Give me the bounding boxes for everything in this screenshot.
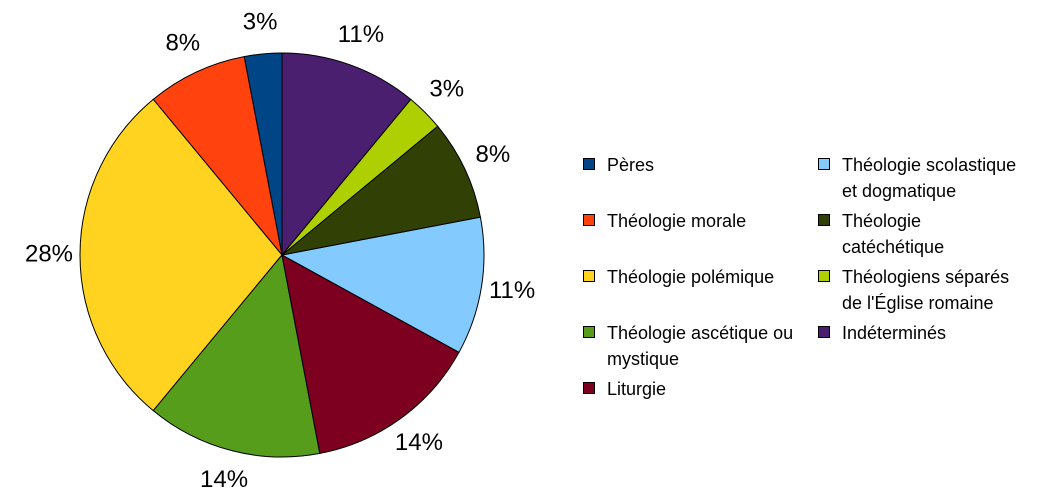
- legend-swatch: [818, 326, 830, 338]
- slice-label: 3%: [429, 76, 464, 103]
- legend-label: Liturgie: [607, 379, 667, 399]
- pie-slice: [281, 125, 482, 256]
- legend: Pères Théologie morale Théologie polémique…: [583, 152, 1028, 402]
- legend-label: Théologie morale: [607, 211, 747, 231]
- legend-swatch: [583, 382, 595, 394]
- pie-slice: [280, 216, 485, 353]
- legend-label: Théologie scolastique et dogmatique: [842, 155, 1017, 201]
- legend-label: Théologie polémique: [607, 267, 775, 287]
- pie-slice: [152, 253, 321, 458]
- legend-label: Théologiens séparés de l'Église romaine: [842, 267, 1010, 313]
- pie-slice: [79, 98, 283, 412]
- slice-label: 28%: [25, 240, 73, 267]
- legend-item: Pères: [583, 152, 818, 204]
- slice-label: 14%: [395, 429, 443, 456]
- slice-label: 8%: [165, 30, 200, 57]
- legend-swatch: [583, 326, 595, 338]
- legend-item: Théologie scolastique et dogmatique: [818, 152, 1028, 204]
- legend-item: Indéterminés: [818, 320, 1028, 372]
- legend-swatch: [818, 214, 830, 226]
- slice-label: 14%: [200, 466, 248, 488]
- legend-item: Théologie polémique: [583, 264, 818, 316]
- legend-swatch: [583, 214, 595, 226]
- legend-swatch: [818, 158, 830, 170]
- legend-item: Théologie morale: [583, 208, 818, 260]
- legend-label: Théologie ascétique ou mystique: [607, 323, 794, 369]
- legend-swatch: [818, 270, 830, 282]
- legend-item: Théologie catéchétique: [818, 208, 1028, 260]
- legend-swatch: [583, 158, 595, 170]
- slice-label: 8%: [475, 141, 510, 168]
- slice-label: 11%: [489, 277, 535, 304]
- legend-swatch: [583, 270, 595, 282]
- pie-slice: [152, 55, 283, 256]
- legend-item: Liturgie: [583, 376, 818, 402]
- slice-label: 3%: [243, 8, 278, 35]
- legend-label: Théologie catéchétique: [842, 211, 945, 257]
- legend-item: Théologiens séparés de l'Église romaine: [818, 264, 1028, 316]
- legend-label: Pères: [607, 155, 655, 175]
- legend-item: Théologie ascétique ou mystique: [583, 320, 818, 372]
- legend-label: Indéterminés: [842, 323, 947, 343]
- pie-slice: [281, 254, 460, 455]
- pie-slice: [281, 52, 412, 257]
- slice-label: 11%: [338, 21, 384, 48]
